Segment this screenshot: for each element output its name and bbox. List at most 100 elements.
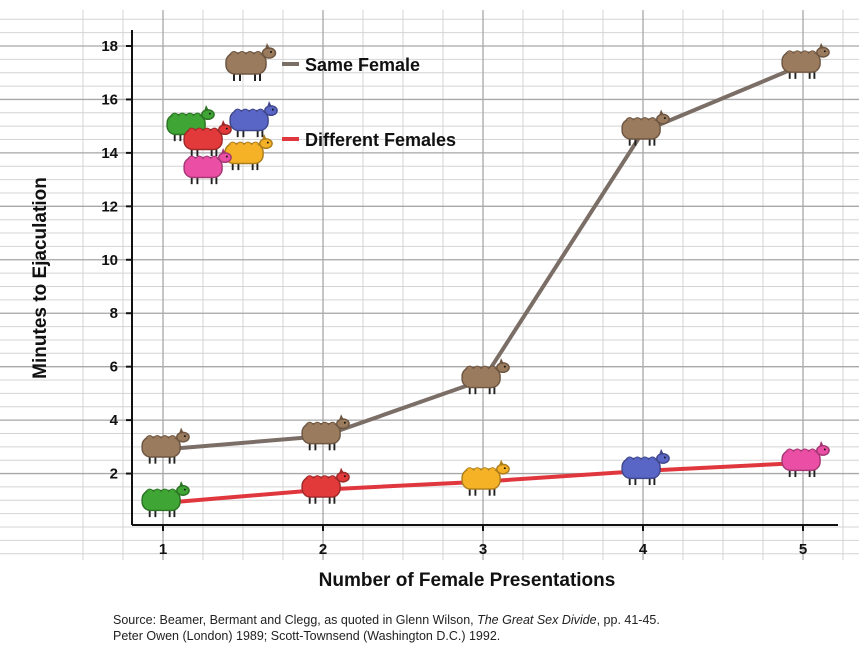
sheep-wool: [785, 448, 817, 453]
legend-sheep-icon: [183, 148, 232, 185]
y-tick-label: 14: [101, 145, 118, 162]
y-tick-label: 16: [101, 91, 118, 108]
sheep-body: [224, 142, 264, 165]
sheep-ear: [339, 414, 344, 420]
sheep-ear: [659, 109, 664, 116]
x-tick-label: 1: [159, 541, 167, 558]
sheep-wool: [785, 50, 817, 54]
sheep-head: [656, 452, 670, 464]
data-point-sheep-icon: [461, 358, 510, 395]
data-point-sheep-icon: [781, 42, 830, 79]
sheep-eye: [823, 448, 826, 451]
y-axis-title: Minutes to Ejaculation: [30, 177, 51, 379]
sheep-eye: [183, 435, 186, 438]
data-point-sheep-icon: [621, 109, 670, 146]
sheep-body: [781, 51, 821, 73]
sheep-eye: [343, 475, 346, 478]
y-tick-label: 10: [101, 252, 118, 269]
sheep-head: [176, 431, 190, 443]
sheep-ear: [339, 467, 344, 474]
sheep-head: [261, 47, 277, 59]
data-point-sheep-icon: [301, 414, 350, 451]
y-tick-label: 4: [110, 412, 119, 429]
sheep-eye: [270, 51, 272, 53]
sheep-ear: [179, 481, 184, 487]
grid: [0, 10, 859, 560]
data-point-sheep-icon: [461, 459, 510, 496]
sheep-ear: [499, 459, 504, 466]
sheep-ear: [499, 358, 504, 364]
sheep-ear: [221, 120, 226, 126]
source-line-1: Source: Beamer, Bermant and Clegg, as qu…: [113, 613, 660, 627]
legend-sheep-icon: [224, 134, 273, 171]
x-tick-label: 5: [799, 541, 807, 558]
sheep-ear: [262, 134, 267, 140]
sheep-wool: [465, 467, 497, 471]
legend-label-different-females: Different Females: [305, 130, 456, 150]
sheep-eye: [823, 50, 826, 53]
sheep-wool: [625, 456, 657, 461]
sheep-eye: [225, 155, 228, 158]
sheep-wool: [145, 488, 177, 493]
sheep-wool: [229, 51, 263, 55]
sheep-wool: [465, 365, 497, 370]
sheep-wool: [187, 155, 219, 160]
sheep-ear: [267, 101, 272, 107]
sheep-ear: [819, 440, 824, 447]
y-tick-label: 18: [101, 38, 118, 55]
sheep-body: [141, 436, 181, 458]
sheep-eye: [663, 117, 666, 120]
sheep-eye: [183, 488, 186, 491]
sheep-wool: [625, 117, 657, 121]
y-tick-label: 12: [101, 198, 118, 215]
source-note: Source: Beamer, Bermant and Clegg, as qu…: [113, 612, 813, 644]
sheep-body: [229, 109, 269, 132]
sheep-head: [816, 444, 830, 456]
sheep-eye: [266, 141, 269, 144]
sheep-ear: [204, 105, 209, 111]
source-line-2: Peter Owen (London) 1989; Scott-Townsend…: [113, 629, 501, 643]
legend: Same Female Different Females: [282, 55, 456, 150]
sheep-head: [336, 418, 350, 430]
sheep-body: [301, 422, 341, 445]
data-point-sheep-icon: [141, 481, 190, 518]
sheep-eye: [271, 108, 274, 111]
sheep-body: [621, 118, 661, 140]
legend-sheep-icon: [229, 101, 278, 138]
sheep-body: [141, 489, 181, 512]
sheep-eye: [225, 127, 228, 130]
sheep-wool: [305, 475, 337, 479]
sheep-head: [656, 113, 670, 125]
sheep-ear: [659, 448, 664, 455]
sheep-eye: [208, 112, 211, 115]
sheep-head: [176, 485, 190, 496]
sheep-body: [183, 128, 223, 151]
data-point-sheep-icon: [141, 427, 190, 464]
sheep-wool: [228, 141, 260, 146]
x-axis-title: Number of Female Presentations: [319, 570, 616, 591]
sheep-eye: [503, 467, 506, 470]
y-tick-label: 2: [110, 466, 118, 483]
sheep-head: [496, 463, 510, 475]
sheep-wool: [170, 112, 202, 117]
sheep-ear: [179, 427, 184, 434]
x-tick-label: 4: [639, 541, 648, 558]
sheep-head: [816, 46, 830, 58]
x-tick-label: 2: [319, 541, 327, 558]
data-point-sheep-icon: [781, 440, 830, 478]
sheep-body: [461, 468, 501, 490]
sheep-head: [259, 138, 273, 150]
sheep-head: [496, 362, 510, 374]
sheep-eye: [663, 456, 666, 459]
data-point-sheep-icon: [621, 448, 670, 486]
sheep-body: [301, 476, 341, 498]
sheep-body: [183, 156, 223, 179]
sheep-wool: [187, 127, 219, 132]
sheep-eye: [343, 421, 346, 424]
y-tick-label: 6: [110, 359, 118, 376]
sheep-head: [336, 471, 350, 483]
legend-sheep-icon: [183, 120, 232, 157]
sheep-wool: [145, 435, 177, 439]
